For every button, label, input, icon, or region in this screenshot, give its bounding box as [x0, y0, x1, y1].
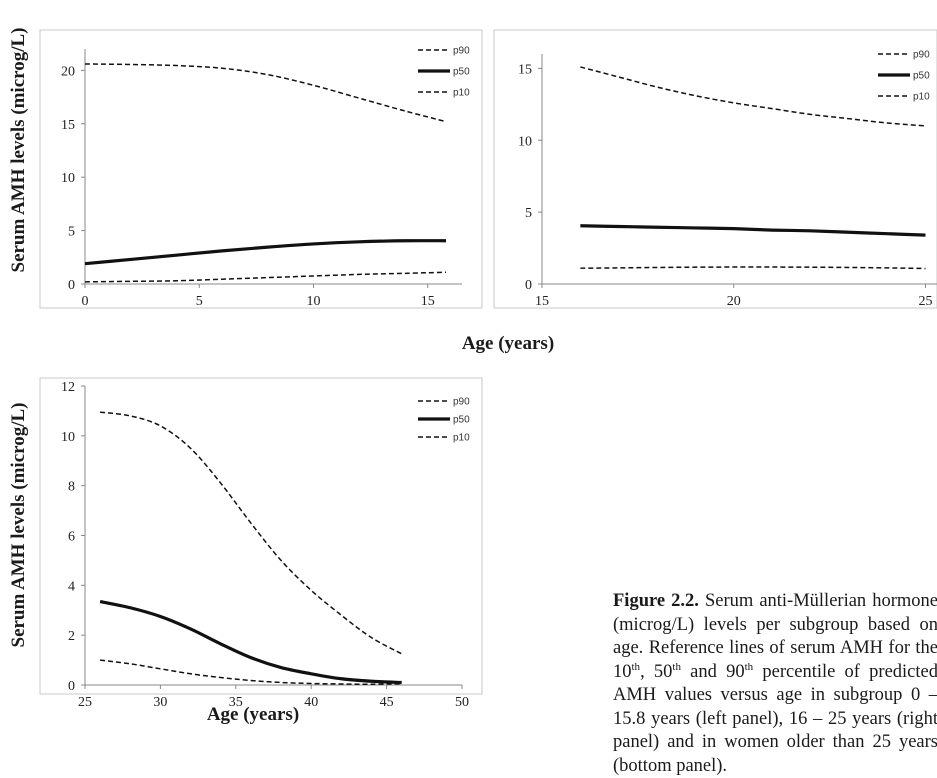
left-x-tick-label: 0 [82, 294, 89, 309]
caption-sup-3: th [744, 660, 754, 673]
caption-text-1: Serum anti-Müllerian hormone (microg/L) … [613, 591, 937, 682]
bottom-series-p90-line [99, 411, 403, 655]
left-panel-y-axis-title: Serum AMH levels (microg/L) [8, 27, 29, 272]
right-y-tick-label: 15 [518, 62, 532, 77]
bottom-panel-chart: 0 2 4 6 8 10 12 25 30 35 40 45 50 p90 p50 p10 [61, 380, 470, 710]
bottom-y-tick-label: 4 [68, 579, 75, 594]
bottom-x-tick-label: 30 [153, 695, 167, 710]
bottom-legend-label-p10: p10 [453, 433, 470, 444]
bottom-x-tick-label: 25 [78, 695, 92, 710]
left-y-tick-label: 15 [61, 118, 75, 133]
left-series-p10-line [84, 271, 447, 283]
left-series-p90-line [84, 63, 447, 123]
caption-text-3: and 90 [680, 661, 745, 682]
bottom-legend-label-p50: p50 [453, 415, 470, 426]
bottom-x-tick-label: 45 [380, 695, 394, 710]
right-legend-label-p90: p90 [913, 50, 930, 61]
right-panel-frame [493, 29, 937, 309]
left-legend-label-p10: p10 [453, 88, 470, 99]
right-legend-label-p10: p10 [913, 92, 930, 103]
left-y-tick-label: 0 [68, 278, 75, 293]
bottom-y-tick-label: 0 [68, 679, 75, 694]
left-x-tick-label: 15 [421, 294, 435, 309]
bottom-x-tick-label: 35 [229, 695, 243, 710]
right-x-tick-label: 20 [727, 294, 741, 309]
right-panel-chart: 0 5 10 15 15 20 25 p90 p50 p10 [518, 50, 937, 309]
caption-label: Figure 2.2. [613, 591, 699, 611]
bottom-y-tick-label: 2 [68, 629, 75, 644]
figure-caption: Figure 2.2. Serum anti-Müllerian hormone… [613, 590, 937, 778]
right-y-tick-label: 10 [518, 134, 532, 149]
bottom-series-p50-line [99, 599, 402, 685]
bottom-panel-x-axis-title: Age (years) [207, 704, 299, 724]
left-panel-chart: 0 5 10 15 20 0 5 10 15 p90 p50 p10 [61, 46, 470, 310]
left-panel-frame [39, 29, 483, 309]
bottom-x-tick-label: 50 [455, 695, 469, 710]
caption-sup-1: th [631, 660, 641, 673]
left-x-tick-label: 5 [196, 294, 203, 309]
bottom-panel-frame [39, 377, 483, 695]
bottom-y-tick-label: 8 [68, 480, 75, 495]
right-y-tick-label: 5 [525, 206, 532, 221]
right-x-tick-label: 15 [535, 294, 549, 309]
bottom-x-tick-label: 40 [304, 695, 318, 710]
bottom-panel-y-axis-title: Serum AMH levels (microg/L) [8, 402, 29, 647]
bottom-series-p10-line [99, 659, 402, 686]
bottom-legend-label-p90: p90 [453, 397, 470, 408]
bottom-y-tick-label: 6 [68, 530, 75, 545]
right-legend-label-p50: p50 [913, 71, 930, 82]
shared-x-axis-title: Age (years) [462, 333, 554, 354]
right-y-tick-label: 0 [525, 278, 532, 293]
right-series-p50-line [580, 224, 926, 237]
caption-text-2: , 50 [640, 661, 673, 682]
left-series-p50-line [84, 239, 447, 266]
left-x-tick-label: 10 [306, 294, 320, 309]
left-y-tick-label: 20 [61, 64, 75, 79]
left-legend-label-p50: p50 [453, 67, 470, 78]
right-series-p10-line [580, 266, 926, 270]
left-y-tick-label: 5 [68, 225, 75, 240]
right-series-p90-line [580, 66, 926, 127]
right-x-tick-label: 25 [918, 294, 932, 309]
bottom-y-tick-label: 10 [61, 430, 75, 445]
caption-sup-2: th [672, 660, 681, 673]
left-legend-label-p90: p90 [453, 46, 470, 57]
bottom-y-tick-label: 12 [61, 380, 75, 395]
figure-canvas: Serum AMH levels (microg/L) Age (years) … [8, 27, 937, 724]
left-y-tick-label: 10 [61, 171, 75, 186]
